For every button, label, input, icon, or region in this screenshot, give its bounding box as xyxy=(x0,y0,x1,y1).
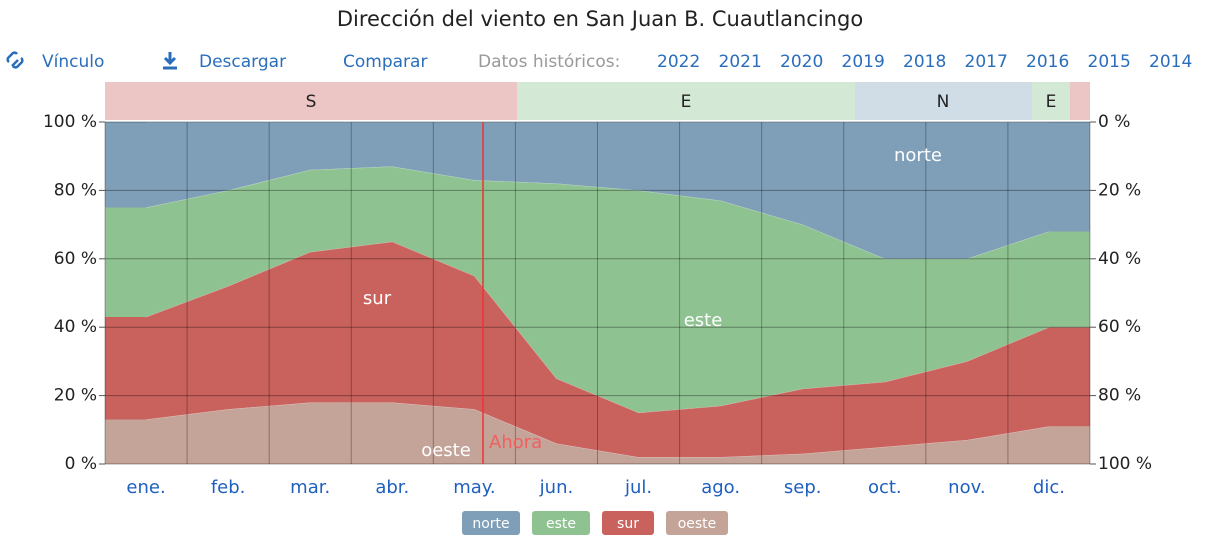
y2-tick-label: 80 % xyxy=(1098,386,1141,406)
history-year[interactable]: 2018 xyxy=(903,52,946,72)
y-tick-label: 0 % xyxy=(65,454,97,474)
y-tick-label: 80 % xyxy=(54,180,97,200)
history-year[interactable]: 2020 xyxy=(780,52,823,72)
area-fill xyxy=(105,402,1090,464)
y2-tick-label: 40 % xyxy=(1098,249,1141,269)
area-label: norte xyxy=(894,145,942,166)
area-label: este xyxy=(684,310,723,331)
x-tick-label: feb. xyxy=(211,477,246,498)
toolbar: Vínculo Descargar Comparar Datos históri… xyxy=(6,51,620,72)
legend-label: sur xyxy=(617,516,639,532)
legend-label: oeste xyxy=(678,516,717,532)
history-year[interactable]: 2014 xyxy=(1149,52,1192,72)
x-tick-label: mar. xyxy=(290,477,330,498)
legend-swatch xyxy=(462,511,520,535)
season-band xyxy=(105,82,517,120)
legend-swatch xyxy=(666,511,728,535)
x-tick-label: abr. xyxy=(375,477,409,498)
area-fill xyxy=(105,166,1090,413)
season-band xyxy=(1032,82,1070,120)
compare[interactable]: Comparar xyxy=(343,52,427,72)
season-label: E xyxy=(1046,92,1057,112)
legend-label: norte xyxy=(472,516,509,532)
y2-tick-label: 100 % xyxy=(1098,454,1152,474)
legend-item[interactable]: este xyxy=(532,511,590,535)
season-band xyxy=(1070,82,1090,120)
area-label: sur xyxy=(363,288,392,309)
x-tick-label: may. xyxy=(453,477,495,498)
season-bar: S E N E xyxy=(105,82,1090,120)
legend-item[interactable]: norte xyxy=(462,511,520,535)
legend-swatch xyxy=(532,511,590,535)
grid xyxy=(104,121,1091,465)
x-tick-label: ago. xyxy=(701,477,740,498)
x-tick-label: jun. xyxy=(539,477,574,498)
area-fill xyxy=(105,241,1090,458)
y-tick-label: 20 % xyxy=(54,386,97,406)
x-tick-label: oct. xyxy=(868,477,902,498)
area-fill xyxy=(105,122,1090,259)
y2-tick-label: 20 % xyxy=(1098,180,1141,200)
x-tick-label: dic. xyxy=(1033,477,1065,498)
link-icon xyxy=(6,51,24,69)
season-band xyxy=(517,82,855,120)
x-tick-label: sep. xyxy=(784,477,822,498)
link[interactable]: Vínculo xyxy=(42,52,104,72)
history-year[interactable]: 2015 xyxy=(1088,52,1131,72)
season-band xyxy=(855,82,1032,120)
legend-item[interactable]: sur xyxy=(602,511,654,535)
areas xyxy=(105,121,1090,464)
history-year[interactable]: 2019 xyxy=(842,52,885,72)
season-label: S xyxy=(306,92,317,112)
y2-tick-label: 60 % xyxy=(1098,317,1141,337)
legend-label: este xyxy=(546,516,576,532)
chart-title: Dirección del viento en San Juan B. Cuau… xyxy=(337,7,863,31)
y-tick-label: 40 % xyxy=(54,317,97,337)
download[interactable]: Descargar xyxy=(199,52,286,72)
season-label: N xyxy=(937,92,950,112)
download-icon xyxy=(163,52,177,70)
history-year[interactable]: 2022 xyxy=(657,52,700,72)
x-tick-label: nov. xyxy=(948,477,985,498)
y-tick-label: 100 % xyxy=(43,112,97,132)
y2-tick-label: 0 % xyxy=(1098,112,1130,132)
legend-swatch xyxy=(602,511,654,535)
y-tick-label: 60 % xyxy=(54,249,97,269)
history-year[interactable]: 2016 xyxy=(1026,52,1069,72)
area-label: oeste xyxy=(421,440,471,461)
history-year[interactable]: 2021 xyxy=(719,52,762,72)
history-year[interactable]: 2017 xyxy=(965,52,1008,72)
x-tick-label: jul. xyxy=(624,477,652,498)
x-tick-label: ene. xyxy=(126,477,165,498)
legend-item[interactable]: oeste xyxy=(666,511,728,535)
season-label: E xyxy=(681,92,692,112)
history-label: Datos históricos: xyxy=(478,52,620,72)
now-label: Ahora xyxy=(489,432,542,453)
